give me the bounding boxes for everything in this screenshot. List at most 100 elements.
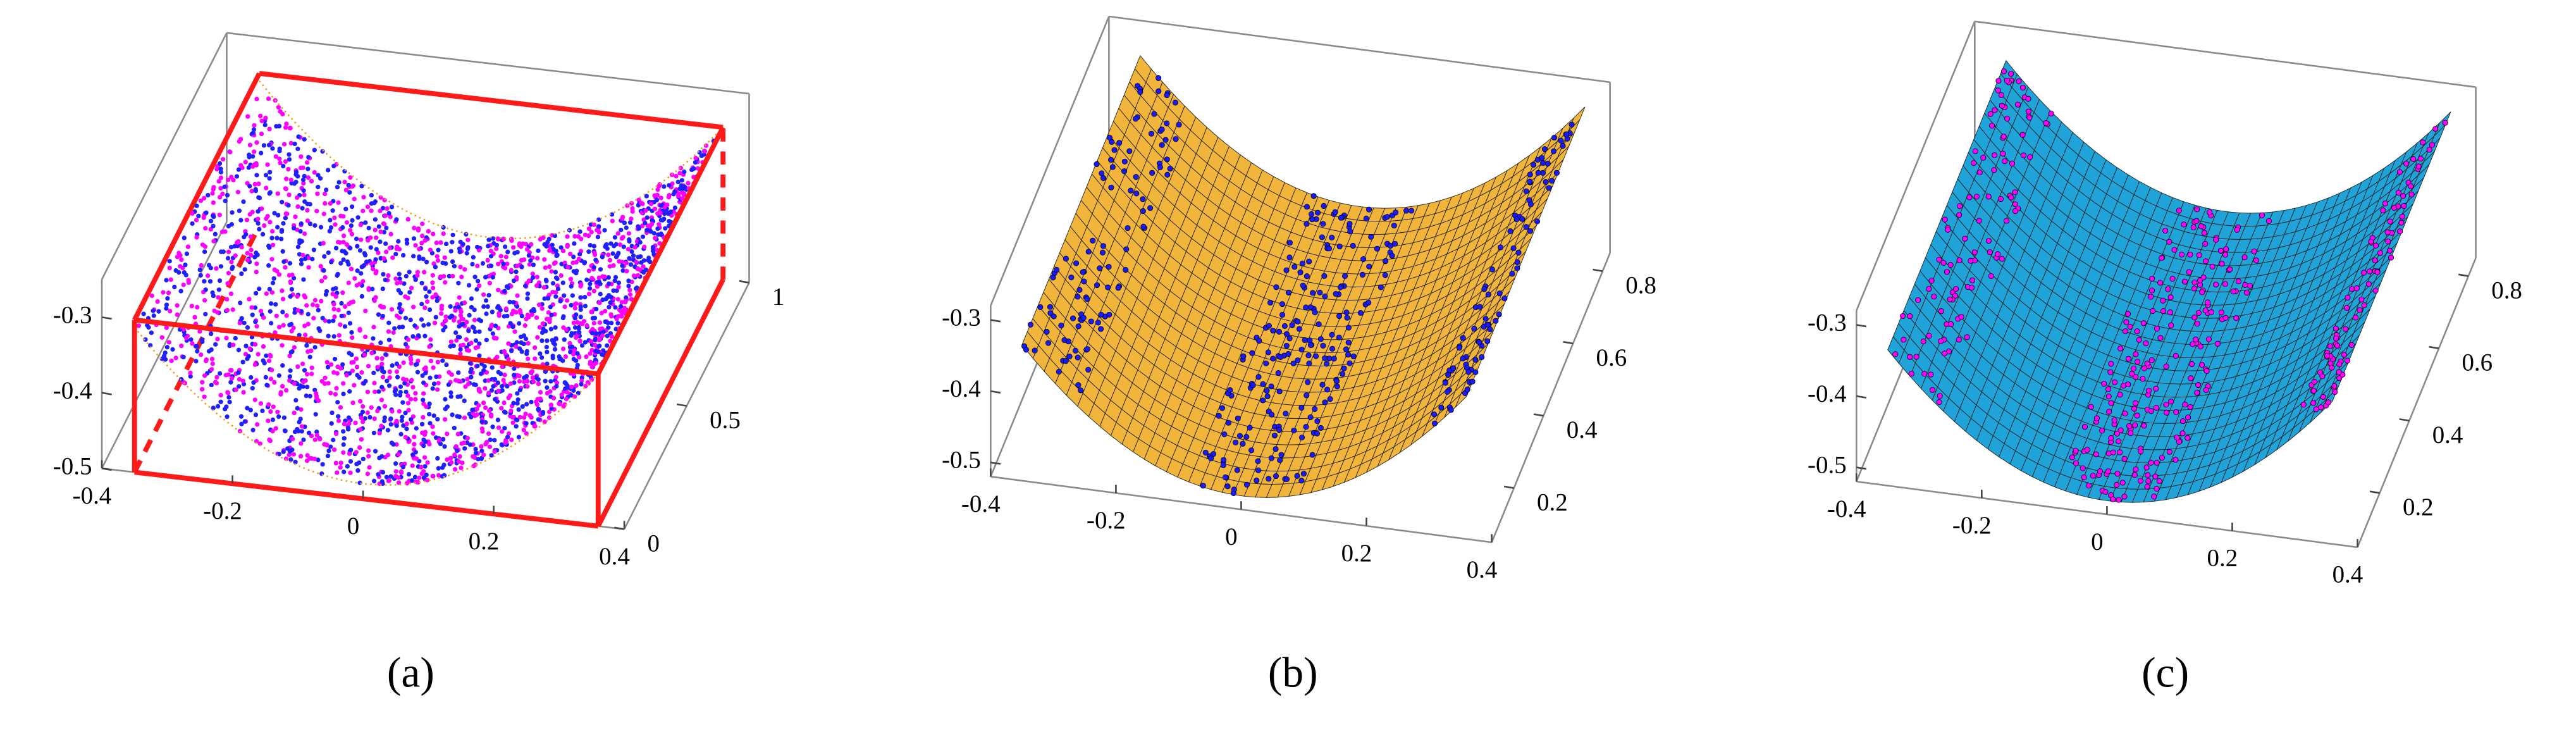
sample-point (598, 326, 603, 332)
sample-point (211, 239, 216, 244)
sample-point (431, 382, 437, 387)
sample-point (272, 380, 277, 385)
sample-point (302, 231, 307, 237)
sample-point (194, 359, 199, 364)
sample-point (164, 325, 169, 330)
sample-point (681, 191, 687, 196)
sample-point (486, 292, 491, 298)
sample-point (1224, 483, 1231, 490)
sample-point (375, 408, 380, 414)
sample-point (1317, 336, 1324, 342)
sample-point (300, 384, 305, 389)
sample-point (419, 301, 424, 307)
sample-point (240, 359, 245, 364)
sample-point (1321, 273, 1328, 279)
sample-point (1476, 339, 1482, 345)
sample-point (237, 320, 242, 326)
sample-point (2187, 251, 2193, 257)
sample-point (1485, 292, 1491, 298)
sample-point (342, 469, 347, 475)
sample-point (1037, 304, 1044, 310)
sample-point (266, 402, 271, 407)
sample-point (1315, 209, 1321, 216)
sample-point (438, 240, 443, 245)
sample-point (312, 437, 317, 442)
sample-point (426, 322, 431, 327)
sample-point (1913, 354, 1920, 360)
sample-point (2159, 454, 2166, 461)
sample-point (500, 429, 505, 434)
sample-point (365, 389, 371, 395)
sample-point (674, 173, 679, 178)
sample-point (1151, 111, 1157, 117)
sample-point (377, 431, 382, 436)
sample-point (167, 259, 172, 264)
sample-point (606, 325, 611, 330)
sample-point (1329, 332, 1335, 338)
sample-point (390, 255, 395, 260)
sample-point (280, 383, 285, 389)
sample-point (379, 366, 385, 371)
sample-point (333, 392, 338, 397)
sample-point (304, 160, 310, 165)
sample-point (422, 333, 428, 338)
sample-point (589, 309, 594, 314)
sample-point (1553, 170, 1560, 176)
sample-point (403, 316, 409, 321)
sample-point (341, 257, 346, 263)
sample-point (199, 263, 204, 268)
sample-point (341, 450, 346, 455)
sample-point (340, 225, 345, 230)
sample-point (197, 329, 202, 334)
sample-point (510, 420, 515, 425)
sample-point (1345, 339, 1352, 345)
sample-point (307, 202, 312, 207)
sample-point (310, 302, 316, 307)
sample-point (2004, 115, 2011, 121)
sample-point (252, 182, 257, 187)
sample-point (1942, 216, 1948, 223)
sample-point (479, 444, 484, 449)
sample-point (397, 302, 402, 307)
y-tick-label: 0 (647, 530, 659, 557)
sample-point (379, 454, 385, 459)
sample-point (283, 125, 288, 130)
sample-point (217, 195, 223, 200)
sample-point (198, 273, 203, 278)
sample-point (379, 423, 384, 429)
sample-point (1334, 383, 1340, 390)
sample-point (304, 343, 309, 348)
sample-point (181, 282, 186, 287)
sample-point (1264, 388, 1270, 394)
sample-point (486, 431, 491, 437)
y-tick (614, 526, 625, 530)
sample-point (520, 404, 525, 409)
sample-point (357, 445, 362, 450)
sample-point (1336, 313, 1343, 319)
sample-point (316, 184, 321, 190)
sample-point (292, 226, 297, 231)
sample-point (207, 279, 213, 284)
sample-point (481, 400, 486, 406)
sample-point (1336, 334, 1342, 340)
panel: -0.4-0.200.20.4 00.51-0.5-0.4-0.3(a) (53, 32, 784, 697)
sample-point (565, 244, 570, 249)
sample-point (1100, 243, 1106, 249)
sample-point (558, 273, 564, 278)
sample-point (175, 303, 180, 308)
sample-point (663, 226, 668, 231)
sample-point (344, 220, 350, 225)
sample-point (1431, 411, 1438, 418)
sample-point (658, 218, 663, 223)
sample-point (331, 306, 336, 312)
sample-point (238, 218, 243, 223)
sample-point (206, 263, 212, 268)
sample-point (457, 249, 462, 254)
sample-point (401, 423, 406, 428)
sample-point (489, 324, 494, 329)
sample-point (586, 233, 591, 239)
sample-point (1445, 372, 1451, 378)
sample-point (1999, 256, 2005, 262)
sample-point (301, 437, 306, 442)
sample-point (342, 304, 348, 309)
